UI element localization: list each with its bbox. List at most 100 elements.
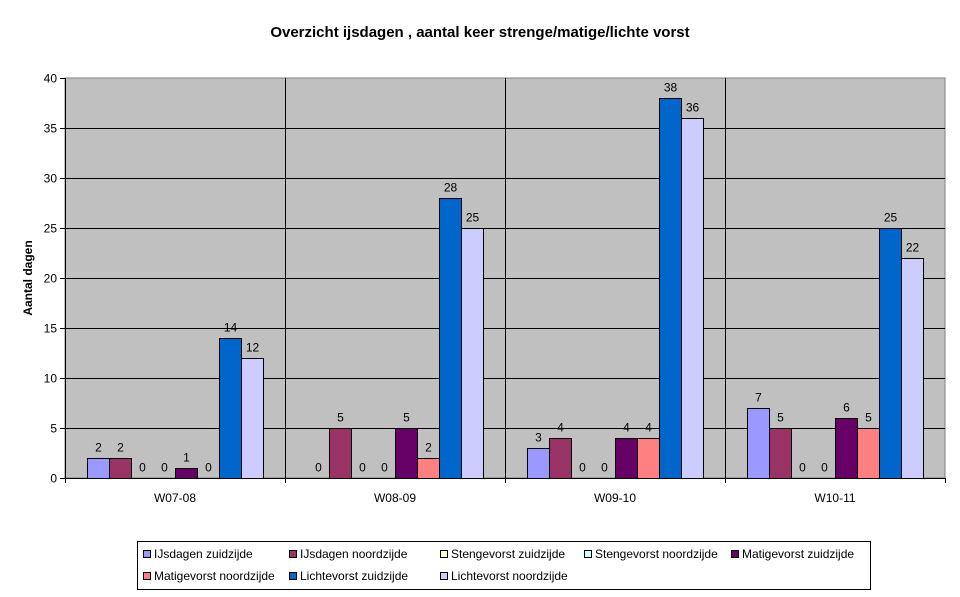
bar-matigevorst-noordzijde: [857, 428, 880, 479]
x-tick-label: W08-09: [374, 491, 416, 505]
data-label: 7: [755, 391, 762, 405]
legend-swatch: [143, 550, 151, 558]
data-label: 28: [444, 181, 458, 195]
y-tick-label: 30: [44, 172, 58, 186]
legend-item: Stengevorst zuidzijde: [440, 547, 565, 561]
data-label: 2: [95, 441, 102, 455]
legend-item: Lichtevorst zuidzijde: [289, 569, 408, 583]
y-tick-label: 5: [50, 422, 57, 436]
data-label: 1: [183, 451, 190, 465]
bar-lichtevorst-noordzijde: [901, 258, 924, 479]
y-tick-label: 10: [44, 372, 58, 386]
y-tick-label: 40: [44, 72, 58, 86]
legend-label: Stengevorst noordzijde: [595, 547, 718, 561]
data-label: 2: [425, 441, 432, 455]
y-tick-label: 25: [44, 222, 58, 236]
legend-swatch: [440, 550, 448, 558]
legend-swatch: [289, 572, 297, 580]
legend-item: Matigevorst zuidzijde: [731, 547, 854, 561]
bar-lichtevorst-zuidzijde: [439, 198, 462, 479]
legend-swatch: [440, 572, 448, 580]
gridlines: [65, 78, 945, 478]
data-label: 3: [535, 431, 542, 445]
legend-swatch: [584, 550, 592, 558]
data-label: 0: [579, 461, 586, 475]
data-label: 0: [315, 461, 322, 475]
legend-label: Matigevorst noordzijde: [154, 569, 275, 583]
bar-lichtevorst-zuidzijde: [219, 338, 242, 479]
x-axis-ticks: W07-08 W08-09 W09-10 W10-11: [65, 478, 946, 505]
data-label: 0: [601, 461, 608, 475]
data-label: 25: [466, 211, 480, 225]
bar-lichtevorst-noordzijde: [461, 228, 484, 479]
bars: [87, 98, 924, 479]
data-label: 0: [161, 461, 168, 475]
data-label: 4: [645, 421, 652, 435]
bar-ijsdagen-noordzijde: [109, 458, 132, 479]
legend-swatch: [143, 572, 151, 580]
bar-matigevorst-zuidzijde: [835, 418, 858, 479]
data-label: 22: [906, 241, 920, 255]
bar-ijsdagen-noordzijde: [549, 438, 572, 479]
x-tick-label: W07-08: [154, 491, 196, 505]
data-label: 38: [664, 81, 678, 95]
legend-item: Lichtevorst noordzijde: [440, 569, 568, 583]
legend-item: IJsdagen noordzijde: [289, 547, 408, 561]
data-label: 25: [884, 211, 898, 225]
data-label: 0: [821, 461, 828, 475]
bar-ijsdagen-noordzijde: [769, 428, 792, 479]
bar-matigevorst-zuidzijde: [175, 468, 198, 479]
bar-lichtevorst-zuidzijde: [659, 98, 682, 479]
bar-lichtevorst-noordzijde: [681, 118, 704, 479]
legend-label: IJsdagen zuidzijde: [154, 547, 253, 561]
data-label: 4: [623, 421, 630, 435]
legend-label: Matigevorst zuidzijde: [742, 547, 854, 561]
bar-matigevorst-noordzijde: [637, 438, 660, 479]
legend-label: Lichtevorst noordzijde: [451, 569, 568, 583]
bar-matigevorst-noordzijde: [417, 458, 440, 479]
y-tick-label: 15: [44, 322, 58, 336]
data-label: 0: [205, 461, 212, 475]
bar-lichtevorst-zuidzijde: [879, 228, 902, 479]
legend-swatch: [289, 550, 297, 558]
data-label: 5: [777, 411, 784, 425]
y-tick-label: 0: [50, 472, 57, 486]
data-label: 5: [403, 411, 410, 425]
data-label: 0: [381, 461, 388, 475]
y-axis-ticks: 0 5 10 15 20 25 30 35 40: [44, 72, 65, 486]
data-label: 5: [337, 411, 344, 425]
legend-item: Stengevorst noordzijde: [584, 547, 718, 561]
data-label: 0: [139, 461, 146, 475]
data-label: 14: [224, 321, 238, 335]
data-label: 12: [246, 341, 260, 355]
legend: IJsdagen zuidzijde IJsdagen noordzijde Ste…: [137, 541, 871, 590]
bar-ijsdagen-zuidzijde: [747, 408, 770, 479]
data-label: 0: [359, 461, 366, 475]
data-label: 36: [686, 101, 700, 115]
data-label: 2: [117, 441, 124, 455]
legend-box: [137, 541, 871, 590]
legend-label: Lichtevorst zuidzijde: [300, 569, 408, 583]
y-axis-label: Aantal dagen: [21, 240, 35, 315]
bar-ijsdagen-zuidzijde: [527, 448, 550, 479]
bar-ijsdagen-noordzijde: [329, 428, 352, 479]
legend-item: IJsdagen zuidzijde: [143, 547, 253, 561]
bar-matigevorst-zuidzijde: [615, 438, 638, 479]
bar-ijsdagen-zuidzijde: [87, 458, 110, 479]
data-label: 5: [865, 411, 872, 425]
x-tick-label: W10-11: [814, 491, 855, 505]
y-tick-label: 20: [44, 272, 58, 286]
legend-item: Matigevorst noordzijde: [143, 569, 275, 583]
bar-lichtevorst-noordzijde: [241, 358, 264, 479]
data-label: 6: [843, 401, 850, 415]
data-label: 0: [799, 461, 806, 475]
legend-label: Stengevorst zuidzijde: [451, 547, 565, 561]
legend-label: IJsdagen noordzijde: [300, 547, 408, 561]
y-tick-label: 35: [44, 122, 58, 136]
data-label: 4: [557, 421, 564, 435]
legend-swatch: [731, 550, 739, 558]
chart-title: Overzicht ijsdagen , aantal keer strenge…: [270, 24, 689, 41]
bar-matigevorst-zuidzijde: [395, 428, 418, 479]
